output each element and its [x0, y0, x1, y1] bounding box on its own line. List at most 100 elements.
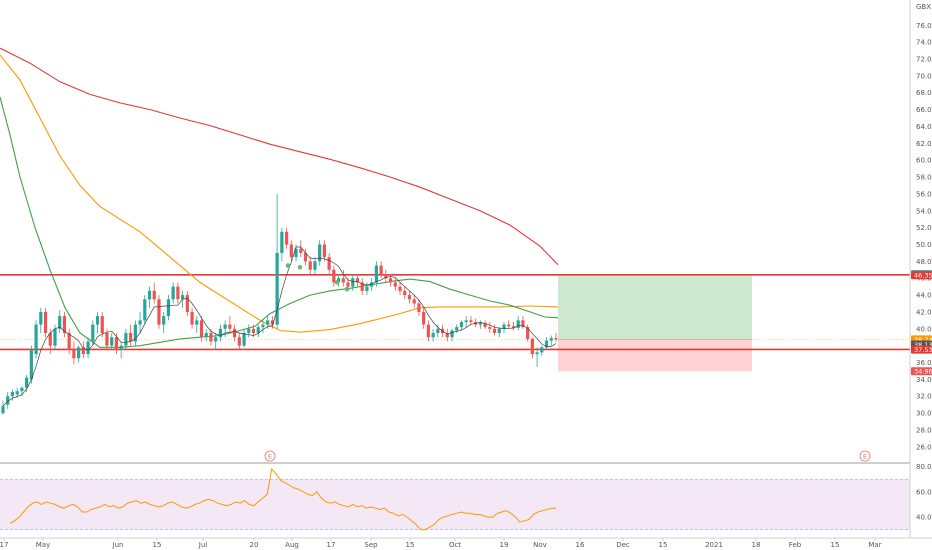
candle[interactable]	[39, 311, 43, 325]
candle[interactable]	[209, 333, 213, 342]
candle[interactable]	[176, 286, 180, 300]
candle[interactable]	[360, 282, 364, 291]
candle[interactable]	[25, 377, 29, 388]
short-moving-average[interactable]	[2, 246, 557, 407]
candle[interactable]	[6, 396, 10, 405]
candle[interactable]	[403, 290, 407, 296]
candle[interactable]	[251, 328, 256, 334]
candle[interactable]	[313, 261, 317, 270]
candle[interactable]	[181, 295, 185, 300]
candle[interactable]	[157, 299, 161, 325]
candle[interactable]	[483, 322, 487, 328]
candle[interactable]	[218, 328, 223, 338]
candle[interactable]	[237, 337, 241, 346]
candle[interactable]	[502, 324, 506, 329]
candle[interactable]	[129, 333, 133, 342]
candle[interactable]	[242, 333, 246, 346]
candle[interactable]	[327, 257, 331, 270]
candle[interactable]	[143, 299, 147, 321]
candle[interactable]	[166, 299, 171, 317]
candle[interactable]	[43, 311, 48, 334]
candle[interactable]	[95, 316, 100, 325]
candle[interactable]	[10, 392, 15, 397]
candle[interactable]	[459, 322, 464, 328]
candle[interactable]	[332, 269, 336, 283]
candle[interactable]	[540, 347, 544, 353]
moving-average-1[interactable]	[0, 54, 559, 333]
candle[interactable]	[100, 316, 104, 334]
candle[interactable]	[455, 327, 459, 331]
candle[interactable]	[91, 324, 95, 342]
candle[interactable]	[511, 326, 516, 328]
candle[interactable]	[422, 311, 426, 325]
candle[interactable]	[20, 387, 24, 392]
candle[interactable]	[1, 406, 5, 414]
candle[interactable]	[526, 327, 530, 339]
rsi-line[interactable]	[9, 468, 556, 531]
candle[interactable]	[393, 282, 397, 287]
candle[interactable]	[488, 327, 492, 329]
candle[interactable]	[355, 278, 360, 283]
candle[interactable]	[15, 391, 19, 395]
candle[interactable]	[318, 244, 322, 262]
candle[interactable]	[516, 320, 520, 328]
candle[interactable]	[478, 322, 482, 325]
candle[interactable]	[384, 273, 388, 279]
candle[interactable]	[247, 328, 251, 334]
candle[interactable]	[492, 328, 497, 334]
rsi-pane[interactable]	[0, 468, 910, 531]
candle[interactable]	[294, 248, 298, 258]
candle[interactable]	[379, 265, 383, 274]
candle[interactable]	[544, 340, 549, 348]
candle[interactable]	[256, 327, 260, 334]
candle[interactable]	[280, 231, 284, 253]
candle[interactable]	[199, 320, 204, 338]
earnings-marker[interactable]	[859, 450, 871, 462]
candle[interactable]	[270, 320, 275, 325]
time-axis[interactable]: 17 May Jun 15 Jul 20 Aug 17 Sep 15 Oct 19 Nov 16 Dec 15…	[0, 537, 932, 549]
candle[interactable]	[185, 295, 189, 312]
candle[interactable]	[133, 324, 137, 342]
earnings-marker[interactable]	[264, 450, 276, 462]
candle[interactable]	[554, 338, 558, 340]
candle[interactable]	[147, 290, 152, 300]
candle[interactable]	[261, 324, 265, 328]
moving-average-2[interactable]	[0, 96, 559, 348]
candle[interactable]	[266, 320, 270, 325]
candle[interactable]	[299, 248, 303, 253]
candle[interactable]	[48, 333, 52, 346]
candle[interactable]	[162, 316, 166, 325]
candle[interactable]	[549, 338, 553, 341]
candle[interactable]	[450, 330, 454, 338]
candle[interactable]	[365, 286, 369, 291]
candle[interactable]	[417, 303, 421, 312]
candle[interactable]	[407, 295, 412, 300]
candle[interactable]	[171, 286, 175, 300]
candle[interactable]	[289, 244, 293, 258]
candle[interactable]	[521, 320, 525, 328]
candle[interactable]	[29, 349, 33, 380]
candle[interactable]	[62, 316, 67, 334]
price-axis[interactable]: 76.00 74.00 72.00 70.00 68.00 66.00 64.00 62.00…	[909, 0, 932, 538]
candle[interactable]	[190, 311, 194, 325]
candle[interactable]	[72, 349, 76, 359]
candle[interactable]	[445, 333, 449, 338]
loss-zone[interactable]	[558, 339, 752, 372]
candle[interactable]	[105, 333, 109, 346]
candle[interactable]	[426, 324, 430, 338]
candle[interactable]	[346, 282, 350, 287]
candle[interactable]	[204, 333, 208, 338]
candle[interactable]	[86, 341, 90, 355]
candle[interactable]	[34, 324, 38, 355]
candle[interactable]	[228, 324, 232, 329]
candle[interactable]	[322, 244, 327, 258]
candle[interactable]	[431, 333, 435, 338]
candle[interactable]	[436, 328, 440, 334]
candle[interactable]	[152, 290, 156, 300]
candle[interactable]	[497, 328, 501, 334]
candle[interactable]	[81, 347, 85, 355]
candle[interactable]	[370, 282, 374, 287]
moving-average-0[interactable]	[0, 47, 559, 266]
candle[interactable]	[110, 337, 114, 346]
